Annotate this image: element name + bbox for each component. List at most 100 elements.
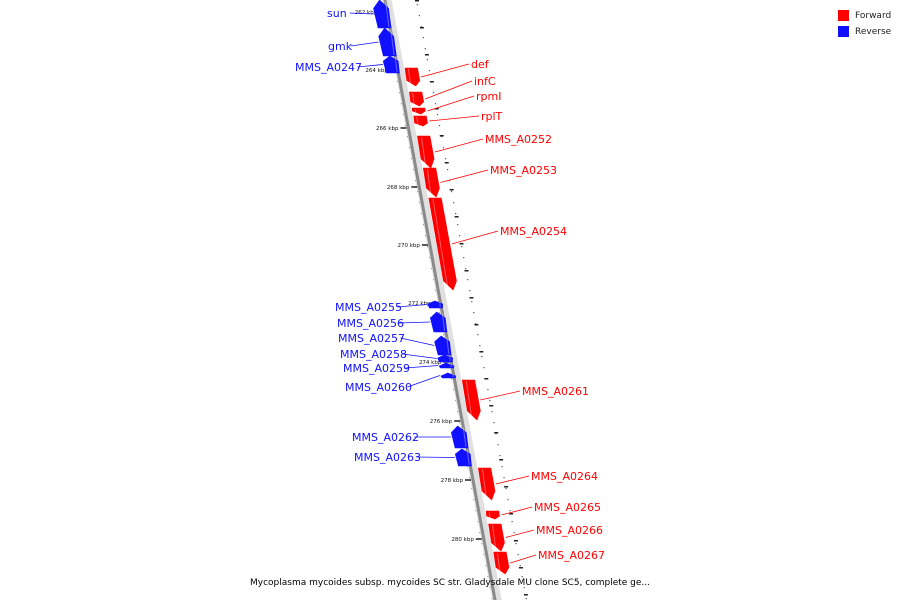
ruler-tick	[459, 243, 464, 245]
gene-arrow	[454, 448, 472, 467]
gene-shine	[496, 552, 501, 574]
ruler-dot	[457, 224, 459, 226]
gene-label: MMS_A0252	[485, 133, 552, 146]
ruler-dot	[424, 48, 426, 50]
gene-label: MMS_A0260	[345, 381, 412, 394]
ruler-dot	[477, 334, 479, 336]
gene-label: MMS_A0262	[352, 431, 419, 444]
legend-item-forward: Forward	[838, 8, 891, 23]
kbp-tick-label: 272 kbp	[408, 301, 431, 307]
gene-shine	[439, 301, 441, 308]
ruler-tick	[499, 459, 504, 461]
ruler-dot	[503, 477, 505, 479]
ruler-dot	[461, 246, 463, 248]
ruler-dot	[505, 488, 507, 490]
ruler-tick	[518, 567, 523, 569]
ruler-tick	[415, 0, 419, 2]
gene-shine	[466, 449, 470, 466]
gene-label: MMS_A0266	[536, 524, 603, 537]
legend-item-reverse: Reverse	[838, 24, 891, 39]
gene-shine	[488, 511, 491, 519]
backbone	[383, 0, 497, 600]
gene-label: MMS_A0254	[500, 225, 567, 238]
ruler-dot	[418, 15, 420, 17]
legend: Forward Reverse	[838, 8, 891, 40]
ruler-dot	[449, 180, 451, 182]
ruler-dot	[511, 521, 513, 523]
ruler-dot	[422, 37, 424, 39]
gene-label: sun	[327, 7, 347, 20]
gene-shine	[432, 198, 449, 290]
ruler-dot	[501, 466, 503, 468]
gene-arrow	[461, 379, 481, 421]
ruler-tick	[469, 297, 474, 299]
gene-leader	[400, 337, 435, 346]
gene-label: MMS_A0261	[522, 385, 589, 398]
ruler-dot	[438, 125, 441, 127]
ruler-dot	[479, 345, 481, 347]
gene-leader	[421, 63, 470, 78]
ruler-dot	[495, 433, 497, 435]
gene-arrow	[485, 510, 500, 520]
gene-leader	[405, 365, 439, 369]
gene-shine	[421, 136, 427, 168]
gene-label: MMS_A0257	[338, 332, 405, 345]
ruler-dot	[453, 202, 455, 204]
ruler-dot	[432, 92, 435, 94]
ruler-dot	[513, 532, 515, 534]
gene-label: MMS_A0265	[534, 501, 601, 514]
ruler-dot	[428, 70, 431, 72]
gene-label: MMS_A0247	[295, 61, 362, 74]
gene-label: MMS_A0256	[337, 317, 404, 330]
ruler-dot	[416, 4, 418, 6]
gene-leader	[451, 230, 499, 245]
ruler-dot	[523, 587, 525, 589]
ruler-dot	[499, 455, 501, 457]
ruler-dot	[465, 268, 467, 270]
ruler-tick	[434, 108, 439, 110]
gene-leader	[440, 169, 489, 183]
ruler-dot	[489, 400, 491, 402]
legend-label-reverse: Reverse	[855, 26, 892, 37]
gene-arrow	[422, 167, 440, 198]
kbp-tick-label: 276 kbp	[430, 419, 453, 425]
gene-arrow	[438, 362, 455, 369]
ruler-dot	[491, 411, 493, 413]
ruler-dot	[420, 26, 422, 28]
ruler-dot	[436, 114, 439, 116]
ruler-tick	[523, 594, 528, 596]
gene-arrow	[440, 372, 457, 379]
gene-leader	[399, 321, 431, 324]
ruler-dot	[483, 367, 485, 369]
gene-leader	[429, 115, 480, 122]
gene-shine	[407, 68, 412, 86]
gene-arrow	[411, 107, 426, 115]
gene-leader	[350, 41, 379, 47]
ruler-tick	[419, 27, 424, 29]
gene-leader	[407, 375, 440, 388]
gene-label: rpmI	[476, 90, 501, 103]
gene-arrow	[427, 300, 444, 309]
ruler-dot	[459, 235, 461, 237]
gene-label: MMS_A0259	[343, 362, 410, 375]
gene-arrow	[417, 135, 435, 169]
ruler-tick	[439, 135, 444, 137]
gene-leader	[416, 456, 455, 458]
gene-label: MMS_A0267	[538, 549, 605, 562]
ruler-dot	[487, 389, 489, 391]
ruler-tick	[429, 81, 434, 83]
ruler-tick	[449, 189, 454, 191]
gene-shine	[481, 468, 487, 500]
gene-shine	[426, 168, 432, 197]
gene-arrow	[493, 551, 510, 575]
ruler-tick	[509, 513, 514, 515]
ruler-tick	[514, 540, 518, 542]
ruler-dot	[515, 543, 517, 545]
kbp-tick-label: 264 kbp	[365, 68, 388, 74]
kbp-tick-label: 268 kbp	[387, 185, 410, 191]
gene-leader	[480, 390, 521, 401]
kbp-tick-label: 266 kbp	[376, 126, 399, 132]
gene-shine	[416, 116, 419, 126]
ruler-tick	[464, 270, 469, 272]
